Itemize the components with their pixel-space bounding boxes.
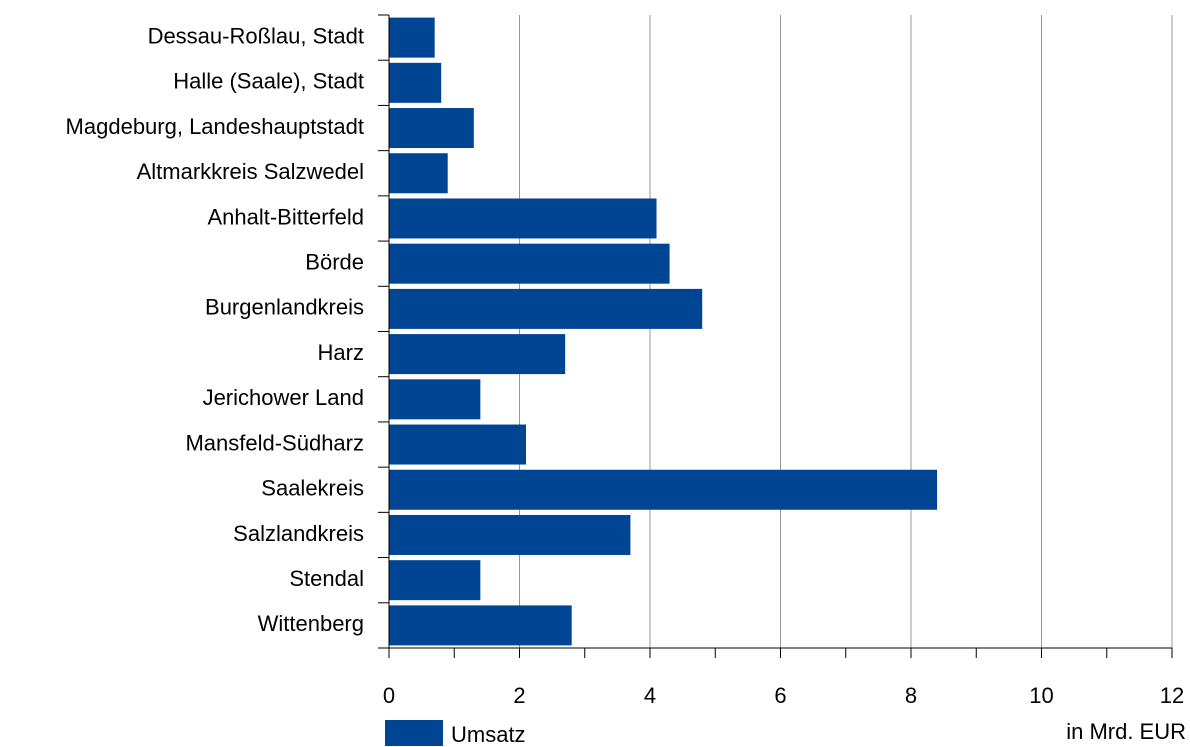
bar [389,514,631,555]
x-tick-label: 2 [513,683,525,708]
bar [389,288,703,329]
x-tick-label: 12 [1160,683,1184,708]
bar [389,424,527,465]
bar [389,198,657,239]
y-tick-label: Halle (Saale), Stadt [173,69,364,94]
y-tick-label: Wittenberg [258,611,364,636]
x-tick-label: 6 [774,683,786,708]
y-tick-label: Stendal [289,566,364,591]
y-tick-label: Burgenlandkreis [205,295,364,320]
bar [389,243,670,284]
bar [389,469,938,510]
legend-label: Umsatz [451,722,526,747]
bar [389,334,566,375]
legend-swatch [385,720,443,746]
y-tick-label: Anhalt-Bitterfeld [207,204,364,229]
y-tick-label: Jerichower Land [203,385,364,410]
y-tick-label: Salzlandkreis [233,521,364,546]
x-tick-label: 8 [905,683,917,708]
bar [389,605,572,646]
y-tick-label: Harz [318,340,364,365]
bar [389,153,448,194]
bar [389,560,481,601]
y-tick-label: Magdeburg, Landeshauptstadt [66,114,364,139]
bar [389,17,435,58]
bar [389,62,442,103]
x-axis-label: in Mrd. EUR [1066,719,1186,744]
x-tick-label: 0 [383,683,395,708]
x-tick-label: 4 [644,683,656,708]
y-tick-label: Altmarkkreis Salzwedel [137,159,364,184]
x-tick-label: 10 [1029,683,1053,708]
bar [389,379,481,420]
bar [389,108,474,149]
y-tick-label: Börde [305,249,364,274]
y-tick-label: Dessau-Roßlau, Stadt [148,23,364,48]
y-tick-label: Saalekreis [261,476,364,501]
y-tick-label: Mansfeld-Südharz [185,430,364,455]
